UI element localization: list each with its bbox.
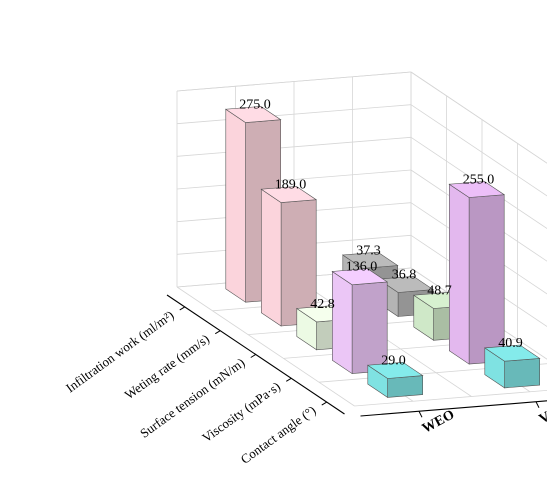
gridline-side <box>410 104 547 197</box>
labels: 37.3 36.8 48.7 255.0 40.9 275.0 189.0 42.8 136.0… <box>239 97 523 368</box>
category-tick <box>285 377 292 382</box>
data-label: 40.9 <box>498 336 523 351</box>
data-label: 48.7 <box>427 283 452 298</box>
bar <box>260 186 318 327</box>
bar-top <box>366 361 424 379</box>
series-axis-line <box>360 400 547 417</box>
bar-front <box>448 183 470 365</box>
bar-top <box>224 106 282 123</box>
bar <box>448 181 506 365</box>
category-tick <box>250 354 257 358</box>
data-label: 42.8 <box>310 297 335 312</box>
category-tick <box>179 306 186 311</box>
bar-side <box>504 358 541 389</box>
bar-front <box>260 188 282 327</box>
series-tick <box>535 401 540 408</box>
bar <box>483 344 541 389</box>
data-label: 275.0 <box>239 97 271 112</box>
bar-top <box>448 181 506 198</box>
data-label: 136.0 <box>346 260 378 275</box>
series-label: VO <box>537 404 547 427</box>
frame-top-side <box>410 71 547 164</box>
category-tick <box>321 401 328 406</box>
data-label: 255.0 <box>463 172 495 187</box>
bar-top <box>377 275 435 293</box>
bar-top <box>260 186 318 203</box>
bars <box>224 106 541 398</box>
data-label: 29.0 <box>381 353 406 368</box>
bar-top <box>331 268 389 286</box>
data-label: 189.0 <box>275 177 307 192</box>
gridline-floor <box>176 286 355 407</box>
bar-top <box>483 344 541 362</box>
bar <box>366 361 424 398</box>
data-label: 36.8 <box>392 267 417 282</box>
category-tick <box>214 330 221 335</box>
series-label: WEO <box>420 407 457 436</box>
bar <box>331 268 389 375</box>
category-axis-line <box>166 294 345 415</box>
bar-front <box>225 108 246 303</box>
category-label: Infiltration work (ml/m²) <box>63 307 177 395</box>
series-tick <box>418 411 423 418</box>
bar-side <box>387 375 424 398</box>
bar-front <box>331 270 353 375</box>
data-label: 37.3 <box>356 243 381 258</box>
frame-top-back <box>176 71 412 92</box>
gridline-floor <box>354 389 547 407</box>
bar-top <box>341 251 399 269</box>
